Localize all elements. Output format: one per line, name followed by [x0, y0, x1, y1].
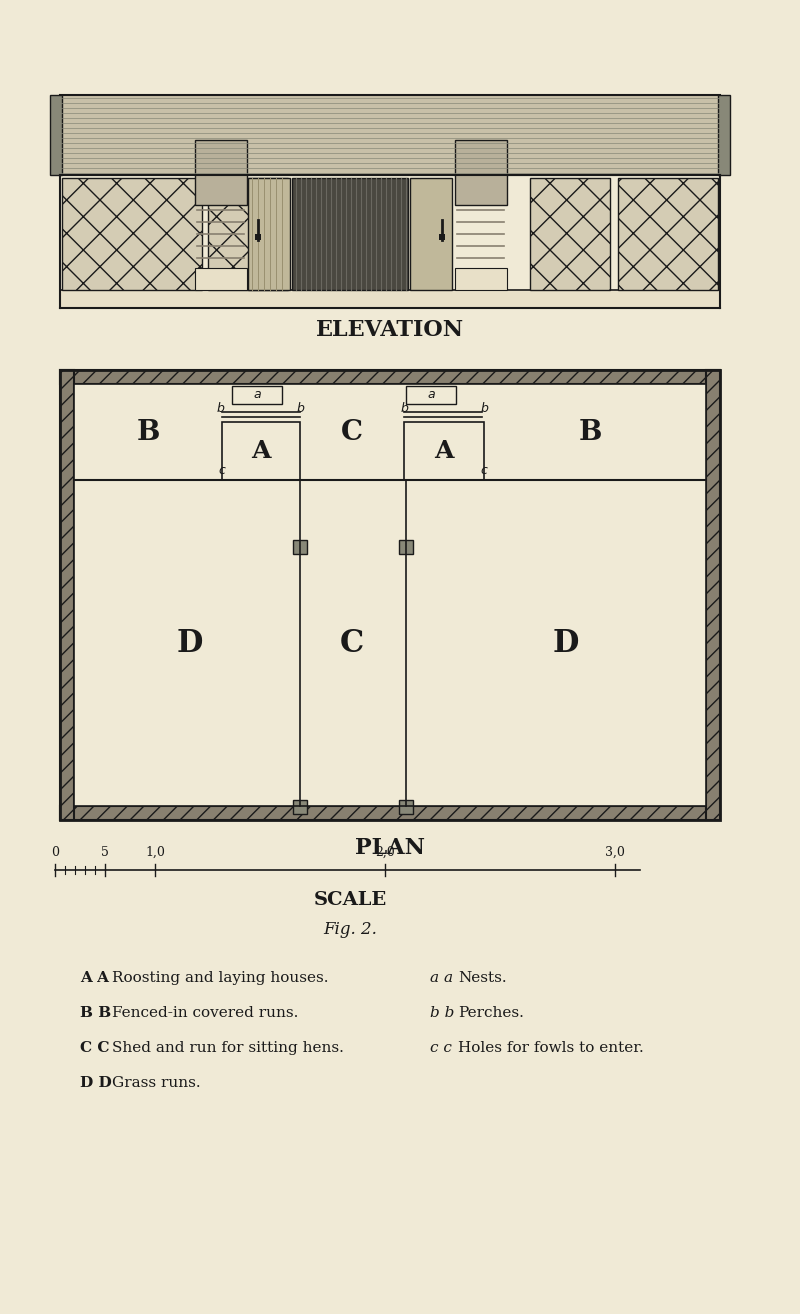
Bar	[293, 800, 307, 813]
Bar	[248, 177, 290, 290]
Text: Roosting and laying houses.: Roosting and laying houses.	[112, 971, 329, 986]
Text: A: A	[434, 439, 454, 463]
Text: b: b	[400, 402, 408, 415]
Bar	[50, 95, 62, 175]
Bar	[455, 268, 507, 290]
Text: b: b	[480, 402, 488, 415]
Bar	[293, 540, 307, 555]
Bar	[222, 422, 300, 480]
Text: b: b	[216, 402, 224, 415]
Text: b: b	[296, 402, 304, 415]
Bar	[399, 540, 413, 555]
Text: a a: a a	[430, 971, 453, 986]
Text: Nests.: Nests.	[458, 971, 506, 986]
Bar	[195, 268, 247, 290]
Text: A A: A A	[80, 971, 109, 986]
Bar	[60, 371, 74, 820]
Bar	[706, 371, 720, 820]
Text: 3,0: 3,0	[605, 845, 625, 858]
Bar	[74, 384, 706, 805]
Bar	[406, 386, 456, 403]
Bar	[455, 141, 507, 205]
Text: D D: D D	[80, 1076, 112, 1091]
Text: D: D	[177, 628, 203, 658]
Text: B: B	[578, 418, 602, 445]
Text: c: c	[218, 464, 226, 477]
Text: 1,0: 1,0	[145, 845, 165, 858]
Text: Shed and run for sitting hens.: Shed and run for sitting hens.	[112, 1041, 344, 1055]
Text: Perches.: Perches.	[458, 1007, 524, 1020]
Text: 0: 0	[51, 845, 59, 858]
Text: B: B	[136, 418, 160, 445]
Text: Holes for fowls to enter.: Holes for fowls to enter.	[458, 1041, 644, 1055]
Bar	[292, 177, 408, 290]
Bar	[399, 800, 413, 813]
Bar	[60, 371, 720, 820]
Text: a: a	[427, 389, 435, 402]
Bar	[404, 422, 484, 480]
Bar	[410, 177, 452, 290]
Bar	[74, 384, 706, 805]
Text: b b: b b	[430, 1007, 454, 1020]
Text: a: a	[253, 389, 261, 402]
Text: c: c	[481, 464, 487, 477]
Bar	[195, 141, 247, 205]
Bar	[60, 290, 720, 307]
Text: A: A	[251, 439, 270, 463]
Text: c c: c c	[430, 1041, 452, 1055]
Bar	[60, 805, 720, 820]
Text: 2,0: 2,0	[375, 845, 395, 858]
Text: 5: 5	[101, 845, 109, 858]
Bar	[530, 177, 610, 290]
Bar	[232, 386, 282, 403]
Text: C: C	[340, 628, 364, 658]
Text: Fenced-in covered runs.: Fenced-in covered runs.	[112, 1007, 298, 1020]
Bar	[255, 234, 261, 240]
Bar	[439, 234, 445, 240]
Bar	[62, 177, 202, 290]
Text: B B: B B	[80, 1007, 111, 1020]
Text: C: C	[341, 418, 363, 445]
Text: ELEVATION: ELEVATION	[316, 319, 464, 342]
Text: D: D	[553, 628, 579, 658]
Text: SCALE: SCALE	[314, 891, 386, 909]
Text: C C: C C	[80, 1041, 110, 1055]
Bar	[618, 177, 718, 290]
Text: PLAN: PLAN	[355, 837, 425, 859]
Bar	[208, 177, 288, 290]
Bar	[60, 95, 720, 175]
Text: Fig. 2.: Fig. 2.	[323, 921, 377, 938]
Bar	[60, 371, 720, 384]
Text: Grass runs.: Grass runs.	[112, 1076, 201, 1091]
Bar	[718, 95, 730, 175]
